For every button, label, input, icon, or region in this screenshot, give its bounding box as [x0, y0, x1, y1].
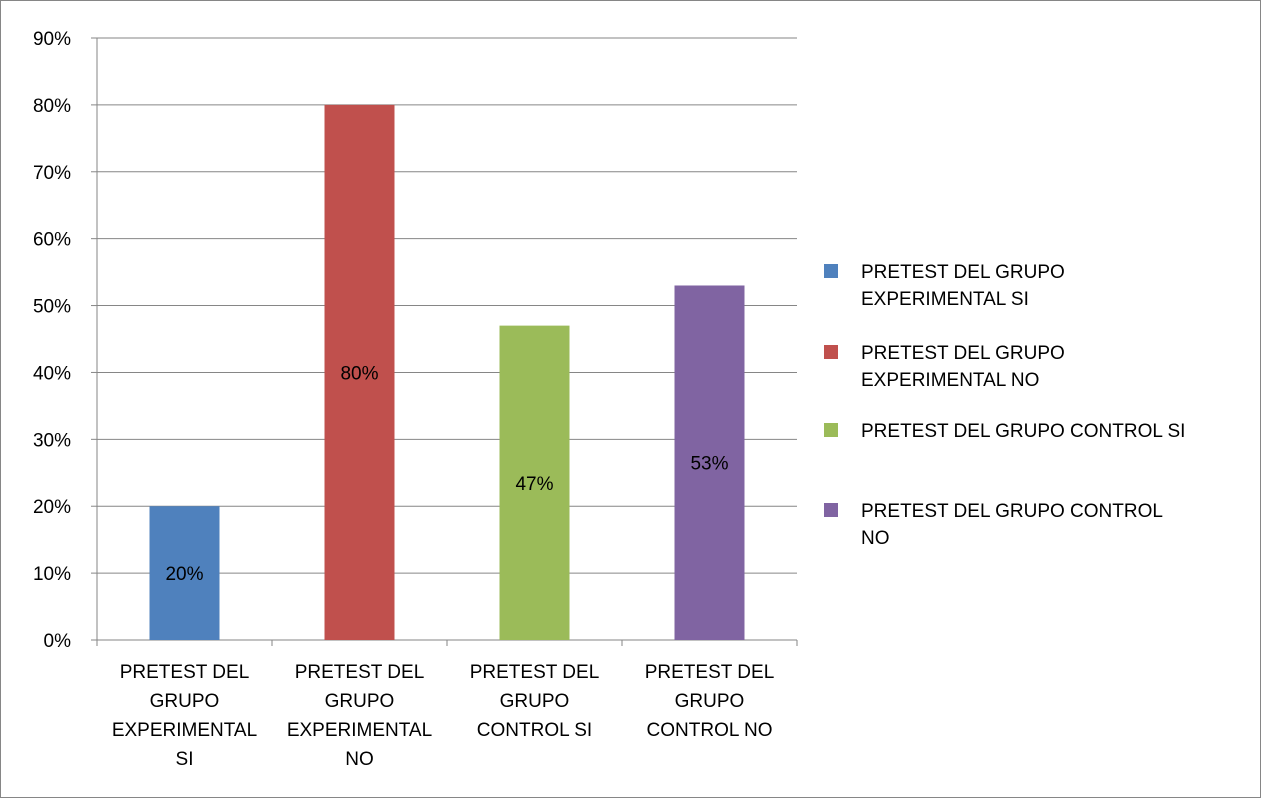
data-labels: 20% 80% 47% 53%	[165, 363, 728, 585]
y-tick-label: 80%	[33, 96, 71, 117]
y-tick-label: 90%	[33, 29, 71, 50]
legend-swatch	[824, 423, 838, 437]
bar	[149, 506, 220, 640]
x-category-label: PRETEST DEL GRUPO CONTROL NO	[645, 662, 775, 741]
legend-label-line: NO	[861, 528, 890, 549]
y-tick-label: 40%	[33, 363, 71, 384]
x-category-label-line: CONTROL SI	[477, 720, 592, 741]
bar	[324, 104, 395, 640]
x-category-label-line: PRETEST DEL	[120, 662, 250, 683]
x-category-label-line: GRUPO	[675, 691, 745, 712]
bar	[674, 285, 745, 640]
data-label: 53%	[690, 454, 728, 475]
y-tick-label: 10%	[33, 564, 71, 585]
x-category-label-line: GRUPO	[500, 691, 570, 712]
legend-label-line: PRETEST DEL GRUPO	[861, 262, 1065, 283]
x-category-label-line: CONTROL NO	[647, 720, 773, 741]
legend-label-line: EXPERIMENTAL SI	[861, 289, 1029, 310]
legend-label: PRETEST DEL GRUPO EXPERIMENTAL NO	[861, 343, 1065, 391]
data-label: 20%	[165, 564, 203, 585]
legend-swatch	[824, 345, 838, 359]
y-tick-labels: 0% 10% 20% 30% 40% 50% 60% 70% 80% 90%	[33, 29, 71, 652]
bar	[499, 325, 570, 640]
legend-label-line: PRETEST DEL GRUPO	[861, 343, 1065, 364]
legend-swatch	[824, 264, 838, 278]
x-category-label-line: PRETEST DEL	[470, 662, 600, 683]
y-tick-label: 60%	[33, 230, 71, 251]
y-tick-label: 0%	[44, 631, 72, 652]
legend-label: PRETEST DEL GRUPO EXPERIMENTAL SI	[861, 262, 1065, 310]
x-category-label: PRETEST DEL GRUPO EXPERIMENTAL NO	[287, 662, 432, 770]
legend-label: PRETEST DEL GRUPO CONTROL NO	[861, 501, 1163, 549]
x-category-label: PRETEST DEL GRUPO EXPERIMENTAL SI	[112, 662, 257, 770]
x-category-label-line: EXPERIMENTAL	[112, 720, 257, 741]
legend-label: PRETEST DEL GRUPO CONTROL SI	[861, 421, 1185, 442]
bars	[149, 104, 745, 640]
x-category-label: PRETEST DEL GRUPO CONTROL SI	[470, 662, 600, 741]
y-tick-label: 20%	[33, 497, 71, 518]
data-label: 80%	[340, 363, 378, 384]
x-category-label-line: GRUPO	[150, 691, 220, 712]
x-category-label-line: GRUPO	[325, 691, 395, 712]
x-category-label-line: SI	[176, 749, 194, 770]
y-tick-label: 70%	[33, 163, 71, 184]
y-tick-label: 30%	[33, 430, 71, 451]
legend-label-line: PRETEST DEL GRUPO CONTROL	[861, 501, 1163, 522]
legend-label-line: PRETEST DEL GRUPO CONTROL SI	[861, 421, 1185, 442]
data-label: 47%	[515, 474, 553, 495]
legend-label-line: EXPERIMENTAL NO	[861, 370, 1039, 391]
y-tick-label: 50%	[33, 297, 71, 318]
x-category-label-line: NO	[345, 749, 374, 770]
x-category-label-line: PRETEST DEL	[645, 662, 775, 683]
legend: PRETEST DEL GRUPO EXPERIMENTAL SIPRETEST …	[824, 262, 1185, 549]
legend-swatch	[824, 503, 838, 517]
x-category-label-line: EXPERIMENTAL	[287, 720, 432, 741]
x-category-label-line: PRETEST DEL	[295, 662, 425, 683]
